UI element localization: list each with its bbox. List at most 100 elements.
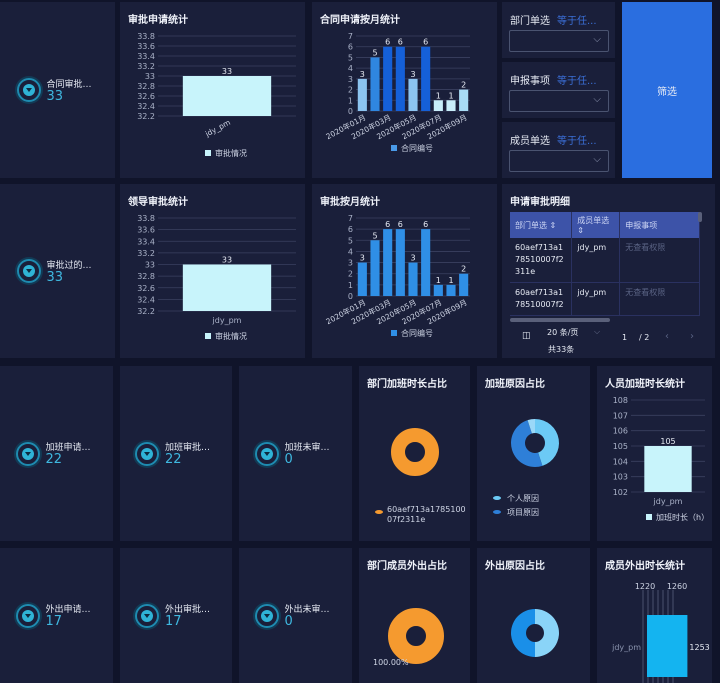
kpi-value: 17	[45, 614, 63, 629]
data-label: 6	[398, 38, 403, 47]
data-label: 105	[660, 437, 675, 446]
data-label: 33	[222, 256, 232, 265]
department-select[interactable]: ⌵	[509, 30, 609, 52]
vertical-scrollbar[interactable]	[698, 212, 702, 222]
y-tick-label: 6	[348, 43, 353, 52]
data-label: 3	[410, 254, 415, 263]
legend-label: 审批情况	[215, 331, 247, 341]
legend-marker	[493, 496, 501, 500]
column-header-report-item[interactable]: 申报事项	[619, 212, 700, 238]
y-tick-label: 32.4	[137, 102, 155, 111]
diamond-icon	[15, 441, 40, 466]
data-label: 5	[372, 48, 377, 57]
table-row[interactable]: 60aef713a178510007f2 jdy_pm 无查看权限	[510, 282, 700, 316]
column-header-member[interactable]: 成员单选 ⇕	[571, 212, 621, 238]
bar	[433, 284, 443, 296]
legend-label: 个人原因	[507, 494, 539, 503]
chart-panel-approval-requests: 审批申请统计 32.2 32.4 32.6 32.8 33 33.2 33.4 33.6 33.8…	[120, 2, 305, 178]
legend-swatch	[646, 514, 652, 520]
horizontal-scrollbar[interactable]	[510, 318, 610, 322]
legend-marker	[493, 510, 501, 514]
y-tick-label: 32.8	[137, 272, 155, 281]
panel-title: 合同申请按月统计	[320, 15, 400, 26]
chart: 0123456732020年01月562020年03月632020年05月612…	[324, 32, 470, 153]
chevron-down-icon: ⌵	[593, 154, 601, 165]
legend-swatch	[391, 330, 397, 336]
member-select[interactable]: ⌵	[509, 150, 609, 172]
next-page-button[interactable]: ›	[690, 331, 694, 342]
filter-label: 部门单选	[510, 16, 550, 27]
data-label: 1	[448, 276, 453, 285]
chart-panel-outing-hours: 成员外出时长统计 1220 1260 jdy_pm 1253	[597, 548, 712, 683]
panel-title: 审批申请统计	[128, 15, 188, 26]
panel-title: 领导审批统计	[128, 197, 188, 208]
chart-panel-approval-monthly: 审批按月统计 0 1 2 3 4 5 6 7 3 2020年01月 5 6 2020年03月 6 3 2020年…	[312, 184, 497, 358]
y-tick-label: 0	[348, 107, 353, 116]
chart-panel-leader-approval: 领导审批统计 32.2 32.4 32.6 32.8 33 33.2 33.4 33.6 33.8…	[120, 184, 305, 358]
bar	[370, 240, 380, 296]
y-tick-label: 107	[613, 411, 628, 420]
filter-operator[interactable]: 等于任...	[557, 16, 597, 27]
data-label: 3	[360, 70, 365, 79]
filter-operator[interactable]: 等于任...	[557, 136, 597, 147]
pie-slice	[527, 419, 535, 434]
bar	[383, 46, 393, 111]
legend-marker	[375, 510, 383, 514]
panel-title: 人员加班时长统计	[605, 379, 685, 390]
y-tick-label: 3	[348, 75, 353, 84]
data-label: 6	[423, 220, 428, 229]
legend-swatch	[205, 150, 211, 156]
column-header-department[interactable]: 部门单选 ⇕	[510, 212, 573, 238]
kpi-value: 33	[46, 269, 64, 285]
bar	[446, 100, 456, 111]
data-label: 6	[385, 220, 390, 229]
pie-slice	[511, 420, 543, 467]
panel-title: 部门加班时长占比	[367, 379, 447, 390]
panel-title: 审批按月统计	[320, 197, 380, 208]
legend-label: 审批情况	[215, 148, 247, 158]
diamond-icon	[16, 259, 41, 283]
filter-button[interactable]: 筛选	[622, 2, 712, 178]
y-tick-label: 104	[613, 457, 628, 466]
page-size-select[interactable]: 20 条/页	[547, 328, 579, 337]
data-label: 6	[398, 220, 403, 229]
y-tick-label: 7	[348, 214, 353, 223]
pie-slice	[535, 609, 559, 657]
filter-operator[interactable]: 等于任...	[557, 76, 597, 87]
kpi-value: 22	[165, 452, 182, 467]
chart: 0123456732020年01月562020年03月632020年05月612…	[324, 214, 470, 338]
filter-label: 成员单选	[510, 136, 550, 147]
y-tick-label: 33	[145, 261, 155, 270]
panel-title: 外出原因占比	[485, 561, 545, 572]
y-tick-label: 4	[348, 64, 353, 73]
column-settings-icon[interactable]: ◫	[522, 331, 531, 341]
kpi-value: 17	[165, 614, 182, 629]
y-tick-label: 33.6	[137, 42, 155, 51]
y-tick-label: 33.8	[137, 214, 155, 223]
kpi-outing-requests: 外出申请数量 17	[0, 548, 113, 683]
kpi-value: 33	[46, 88, 64, 104]
prev-page-button[interactable]: ‹	[665, 331, 669, 342]
kpi-overtime-approved: 加班审批数量 22	[120, 366, 232, 541]
table-row[interactable]: 60aef713a178510007f2311e jdy_pm 无查看权限	[510, 238, 700, 283]
report-item-select[interactable]: ⌵	[509, 90, 609, 112]
panel-title: 申请审批明细	[510, 197, 570, 208]
filter-member: 成员单选 等于任... ⌵	[502, 122, 615, 178]
chart-panel-overtime-reasons: 加班原因占比 个人原因 项目原因	[477, 366, 590, 541]
bar	[459, 273, 469, 296]
diamond-icon	[16, 78, 41, 102]
page-input[interactable]: 1	[622, 333, 628, 342]
bar	[446, 284, 456, 296]
chart: 100.00%	[373, 608, 444, 667]
y-tick-label: 5	[348, 53, 353, 62]
diamond-icon	[15, 603, 40, 628]
y-tick-label: 0	[348, 292, 353, 301]
pie-slice	[535, 419, 559, 466]
bar	[395, 46, 405, 111]
bar	[408, 78, 418, 111]
y-tick-label: 1	[348, 281, 353, 290]
total-count: 共33条	[548, 345, 575, 354]
bar	[421, 229, 431, 296]
panel-title: 加班原因占比	[485, 379, 545, 390]
bar	[370, 57, 380, 111]
